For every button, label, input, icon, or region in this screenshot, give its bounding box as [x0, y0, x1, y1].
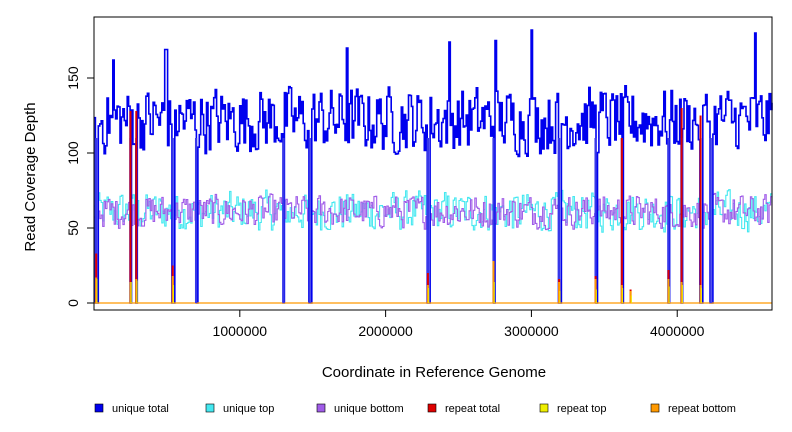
legend-label-repeat-top: repeat top: [557, 403, 607, 415]
x-tick-label-1: 2000000: [358, 323, 413, 339]
x-tick-label-0: 1000000: [213, 323, 268, 339]
series-line-unique-total: [94, 29, 773, 304]
series-line-unique-bottom: [94, 192, 773, 304]
legend-swatch-unique-bottom: [316, 403, 326, 413]
legend-swatch-repeat-top: [539, 403, 549, 413]
legend-swatch-repeat-bottom: [650, 403, 660, 413]
legend-label-unique-total: unique total: [112, 403, 169, 415]
legend-label-repeat-total: repeat total: [445, 403, 500, 415]
y-axis: 0 50 100 150: [65, 66, 94, 307]
legend-label-unique-top: unique top: [223, 403, 274, 415]
legend-label-repeat-bottom: repeat bottom: [668, 403, 736, 415]
repeat-layer: [95, 108, 702, 303]
series-layer: [94, 29, 773, 304]
y-tick-label-0: 0: [65, 299, 81, 307]
y-axis-title: Read Coverage Depth: [22, 102, 39, 251]
y-tick-label-3: 150: [65, 66, 81, 90]
legend: unique total unique top unique bottom repea…: [94, 403, 736, 415]
legend-swatch-unique-top: [205, 403, 215, 413]
legend-swatch-unique-total: [94, 403, 104, 413]
x-tick-label-3: 4000000: [650, 323, 705, 339]
dropout-layer: [95, 138, 712, 303]
legend-label-unique-bottom: unique bottom: [334, 403, 404, 415]
x-tick-label-2: 3000000: [504, 323, 559, 339]
y-tick-label-1: 50: [65, 220, 81, 236]
x-axis: 1000000 2000000 3000000 4000000: [213, 310, 705, 339]
y-tick-label-2: 100: [65, 141, 81, 165]
x-axis-title: Coordinate in Reference Genome: [322, 364, 546, 381]
plot-frame: [93, 16, 773, 311]
legend-swatch-repeat-total: [427, 403, 437, 413]
